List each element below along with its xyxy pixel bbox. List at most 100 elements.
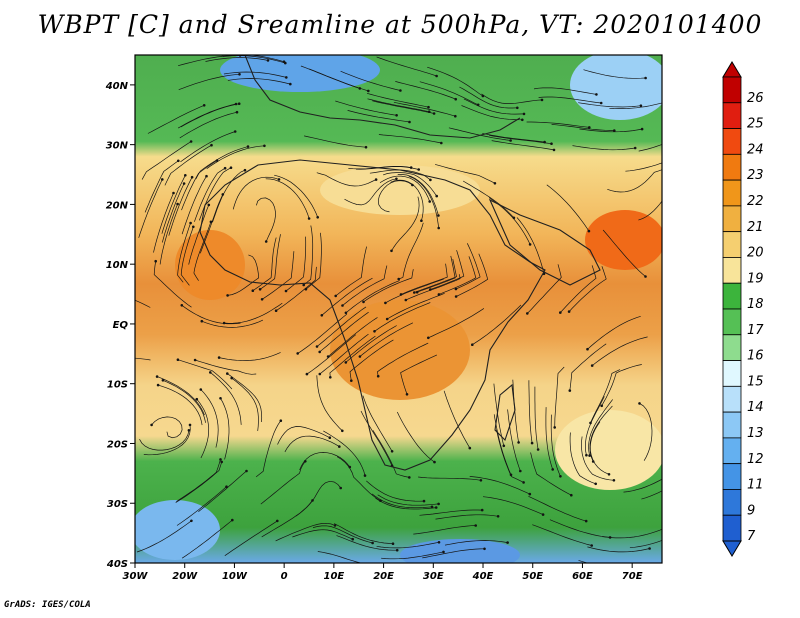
streamline <box>275 522 336 542</box>
streamline <box>157 384 203 426</box>
streamline-arrow <box>263 144 266 148</box>
streamline <box>551 124 615 131</box>
streamline <box>304 135 367 148</box>
streamline <box>602 229 646 277</box>
streamline <box>153 192 174 253</box>
streamline <box>141 141 192 180</box>
streamline <box>206 145 265 169</box>
streamline-arrow <box>428 200 432 203</box>
streamline-arrow <box>316 216 320 219</box>
streamline <box>376 541 440 549</box>
streamline <box>377 180 413 213</box>
streamline <box>533 87 597 95</box>
lat-tick-label: 20N <box>106 200 129 211</box>
streamline <box>378 134 442 144</box>
streamline-arrow <box>311 499 314 502</box>
streamline-arrow <box>471 343 474 347</box>
streamline <box>316 172 377 187</box>
streamline <box>200 389 219 448</box>
streamline <box>435 164 496 184</box>
streamline-arrow <box>251 289 255 293</box>
streamline <box>259 234 281 290</box>
streamline-arrow <box>264 240 268 243</box>
streamline-arrow <box>226 372 229 375</box>
streamline <box>583 69 646 79</box>
colorbar-swatch <box>722 463 742 490</box>
streamline-arrow <box>468 446 472 450</box>
cold-pool-north <box>220 55 380 92</box>
streamline-arrow <box>509 139 512 142</box>
streamline-arrow <box>210 143 213 147</box>
streamline <box>366 92 429 108</box>
streamline <box>196 398 210 459</box>
streamline-arrow <box>427 336 430 340</box>
streamline-arrow <box>536 448 540 451</box>
streamline <box>198 167 232 221</box>
streamline-arrow <box>640 127 644 131</box>
streamline-arrow <box>552 148 556 152</box>
streamline <box>585 396 605 456</box>
colorbar-swatch <box>722 179 742 207</box>
streamline-arrow <box>338 445 341 448</box>
streamline <box>277 426 330 445</box>
streamline <box>224 302 283 324</box>
streamline-arrow <box>506 541 509 544</box>
streamline <box>366 480 425 502</box>
streamline-arrow <box>454 295 458 298</box>
streamline <box>336 456 381 501</box>
streamline-arrow <box>307 217 311 220</box>
streamline <box>198 470 247 512</box>
streamline-arrow <box>519 469 522 473</box>
streamline <box>408 175 440 229</box>
lat-tick-label: 40S <box>106 559 128 570</box>
cold-pool-southwest <box>135 500 220 560</box>
streamline-arrow <box>612 479 616 482</box>
streamline <box>549 519 611 538</box>
streamline <box>327 317 378 357</box>
streamline <box>507 409 521 472</box>
streamline-arrow <box>415 290 419 294</box>
streamline-arrow <box>161 178 164 181</box>
streamline <box>151 416 183 439</box>
streamline <box>461 105 523 121</box>
streamline-arrow <box>435 194 439 198</box>
streamline-arrow <box>607 473 611 476</box>
streamline <box>372 100 435 114</box>
streamline-arrow <box>363 474 367 477</box>
streamline-arrow <box>180 304 184 307</box>
streamline <box>538 96 602 104</box>
streamline <box>261 251 295 300</box>
streamline <box>625 162 662 172</box>
streamline-arrow <box>391 542 395 545</box>
streamline-arrow <box>374 178 378 181</box>
streamline <box>161 183 185 243</box>
lat-tick-label: 40N <box>105 81 129 92</box>
streamline-arrow <box>296 352 300 355</box>
streamline <box>419 81 479 106</box>
streamline-arrow <box>644 275 647 278</box>
streamline-arrow <box>176 358 180 362</box>
colorbar-label: 16 <box>747 349 764 364</box>
colorbar-swatch <box>722 231 742 258</box>
streamline <box>159 203 178 265</box>
cold-pool-south <box>400 539 520 563</box>
streamline <box>201 319 264 328</box>
streamline <box>135 302 136 303</box>
lon-tick-label: 30E <box>423 571 444 582</box>
streamline <box>212 169 246 223</box>
streamline <box>284 435 340 453</box>
streamline-arrow <box>234 102 238 106</box>
streamline <box>534 386 539 450</box>
streamline-arrow <box>284 61 287 65</box>
colorbar-swatch <box>722 282 742 310</box>
streamline <box>227 78 291 85</box>
streamline <box>438 256 477 295</box>
streamline-arrow <box>670 99 673 102</box>
streamline-arrow <box>131 232 134 235</box>
streamline <box>223 71 287 78</box>
streamline-arrow <box>378 565 381 568</box>
madagascar-outline <box>494 383 516 442</box>
streamline-arrow <box>512 216 516 220</box>
streamline-arrow <box>644 76 647 80</box>
